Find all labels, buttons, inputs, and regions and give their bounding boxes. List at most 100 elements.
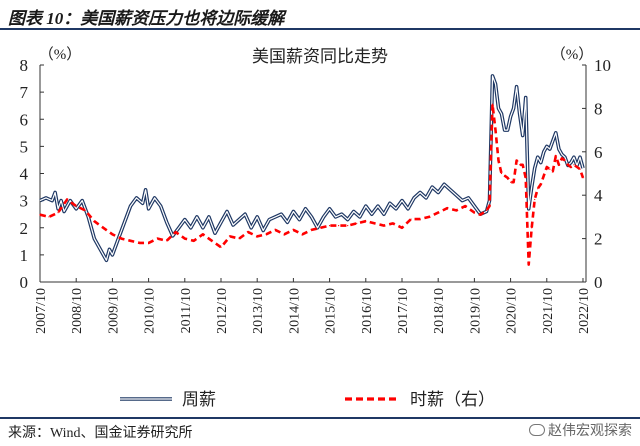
data-point bbox=[528, 264, 530, 266]
data-point bbox=[138, 242, 141, 244]
data-point bbox=[184, 238, 186, 240]
data-point bbox=[504, 175, 506, 177]
series-line-inner bbox=[39, 75, 584, 261]
figure-title: 图表 10：美国薪资压力也将边际缓解 bbox=[8, 9, 285, 28]
left-tick-label: 7 bbox=[20, 83, 29, 102]
source-note: 来源：Wind、国金证券研究所 bbox=[8, 426, 193, 441]
series-line-dashed bbox=[39, 102, 585, 266]
x-tick-label: 2014/10 bbox=[287, 288, 302, 334]
data-point bbox=[247, 231, 249, 233]
data-point bbox=[479, 214, 481, 216]
left-tick-label: 4 bbox=[20, 165, 29, 184]
data-point bbox=[485, 209, 488, 211]
right-tick-label: 10 bbox=[594, 56, 611, 75]
bottom-rule bbox=[0, 417, 640, 419]
data-point bbox=[166, 240, 168, 242]
left-tick-label: 6 bbox=[20, 110, 29, 129]
left-tick-label: 1 bbox=[20, 246, 29, 265]
left-tick-label: 8 bbox=[20, 56, 29, 75]
plot-frame bbox=[39, 65, 587, 283]
data-point bbox=[546, 166, 548, 168]
data-point bbox=[256, 235, 258, 237]
data-point bbox=[473, 212, 475, 214]
data-point bbox=[516, 159, 518, 162]
data-point bbox=[419, 218, 421, 220]
series-layer bbox=[39, 74, 585, 266]
data-point bbox=[374, 222, 376, 224]
data-point bbox=[392, 222, 394, 224]
data-point bbox=[543, 175, 545, 177]
data-point bbox=[488, 205, 491, 207]
data-point bbox=[229, 235, 231, 237]
data-point bbox=[319, 227, 322, 229]
data-point bbox=[48, 216, 50, 218]
data-point bbox=[537, 188, 539, 190]
data-point bbox=[464, 205, 466, 207]
right-tick-label: 8 bbox=[594, 99, 603, 118]
data-point bbox=[564, 159, 566, 162]
x-tick-label: 2018/10 bbox=[432, 288, 447, 334]
data-point bbox=[202, 233, 204, 235]
right-tick-label: 6 bbox=[594, 143, 603, 162]
data-point bbox=[549, 168, 551, 170]
right-axis-unit: （%） bbox=[551, 46, 594, 63]
data-point bbox=[507, 177, 509, 179]
data-point bbox=[510, 181, 512, 183]
data-point bbox=[555, 155, 557, 157]
data-point bbox=[356, 222, 358, 224]
data-point bbox=[211, 240, 213, 242]
legend-label-hourly: 时薪（右） bbox=[410, 390, 495, 409]
data-point bbox=[39, 214, 41, 216]
left-tick-label: 3 bbox=[20, 192, 29, 211]
right-tick-label: 4 bbox=[594, 186, 603, 205]
data-point bbox=[148, 242, 150, 244]
top-rule bbox=[0, 28, 640, 30]
chart-title: 美国薪资同比走势 bbox=[252, 47, 388, 66]
left-axis-unit: （%） bbox=[39, 46, 82, 63]
wechat-icon bbox=[529, 424, 545, 436]
data-point bbox=[513, 181, 515, 183]
data-point bbox=[561, 157, 563, 159]
data-point bbox=[66, 198, 68, 201]
data-point bbox=[552, 170, 554, 172]
data-point bbox=[383, 225, 385, 227]
data-point bbox=[573, 164, 575, 166]
x-tick-label: 2017/10 bbox=[396, 288, 411, 334]
data-point bbox=[75, 205, 77, 207]
watermark: 赵伟宏观探索 bbox=[529, 420, 632, 440]
data-point bbox=[410, 218, 412, 220]
x-tick-label: 2022/10 bbox=[577, 288, 592, 334]
data-point bbox=[265, 233, 267, 235]
data-point bbox=[193, 240, 195, 242]
left-tick-label: 2 bbox=[20, 219, 29, 238]
data-point bbox=[329, 225, 331, 227]
data-point bbox=[301, 233, 303, 235]
data-point bbox=[455, 209, 457, 211]
data-point bbox=[531, 227, 533, 229]
x-tick-label: 2016/10 bbox=[360, 288, 375, 334]
x-axis-ticks: 2007/10 2008/10 2009/10 2010/10 2011/10 2012/… bbox=[34, 278, 592, 334]
data-point bbox=[310, 229, 313, 231]
x-tick-label: 2009/10 bbox=[106, 288, 121, 334]
data-point bbox=[582, 177, 584, 179]
data-point bbox=[491, 103, 494, 105]
data-point bbox=[283, 233, 285, 235]
data-point bbox=[576, 166, 578, 168]
x-tick-label: 2010/10 bbox=[143, 288, 158, 334]
data-point bbox=[120, 238, 122, 240]
data-point bbox=[428, 216, 430, 218]
left-tick-label: 0 bbox=[20, 273, 29, 292]
x-tick-label: 2020/10 bbox=[505, 288, 520, 334]
legend-label-weekly: 周薪 bbox=[182, 390, 216, 409]
data-point bbox=[570, 166, 572, 168]
left-tick-label: 5 bbox=[20, 137, 29, 156]
data-point bbox=[365, 220, 367, 222]
data-point bbox=[540, 183, 542, 185]
data-point bbox=[292, 229, 294, 231]
legend: 周薪 时薪（右） bbox=[120, 390, 495, 409]
x-tick-label: 2021/10 bbox=[541, 288, 556, 334]
data-point bbox=[558, 164, 560, 166]
data-point bbox=[401, 227, 403, 229]
chart-area: 美国薪资同比走势 （%） （%） 0 1 2 3 4 5 6 7 8 0 2 4 6 8 10 2007/… bbox=[20, 46, 612, 409]
data-point bbox=[129, 240, 132, 242]
